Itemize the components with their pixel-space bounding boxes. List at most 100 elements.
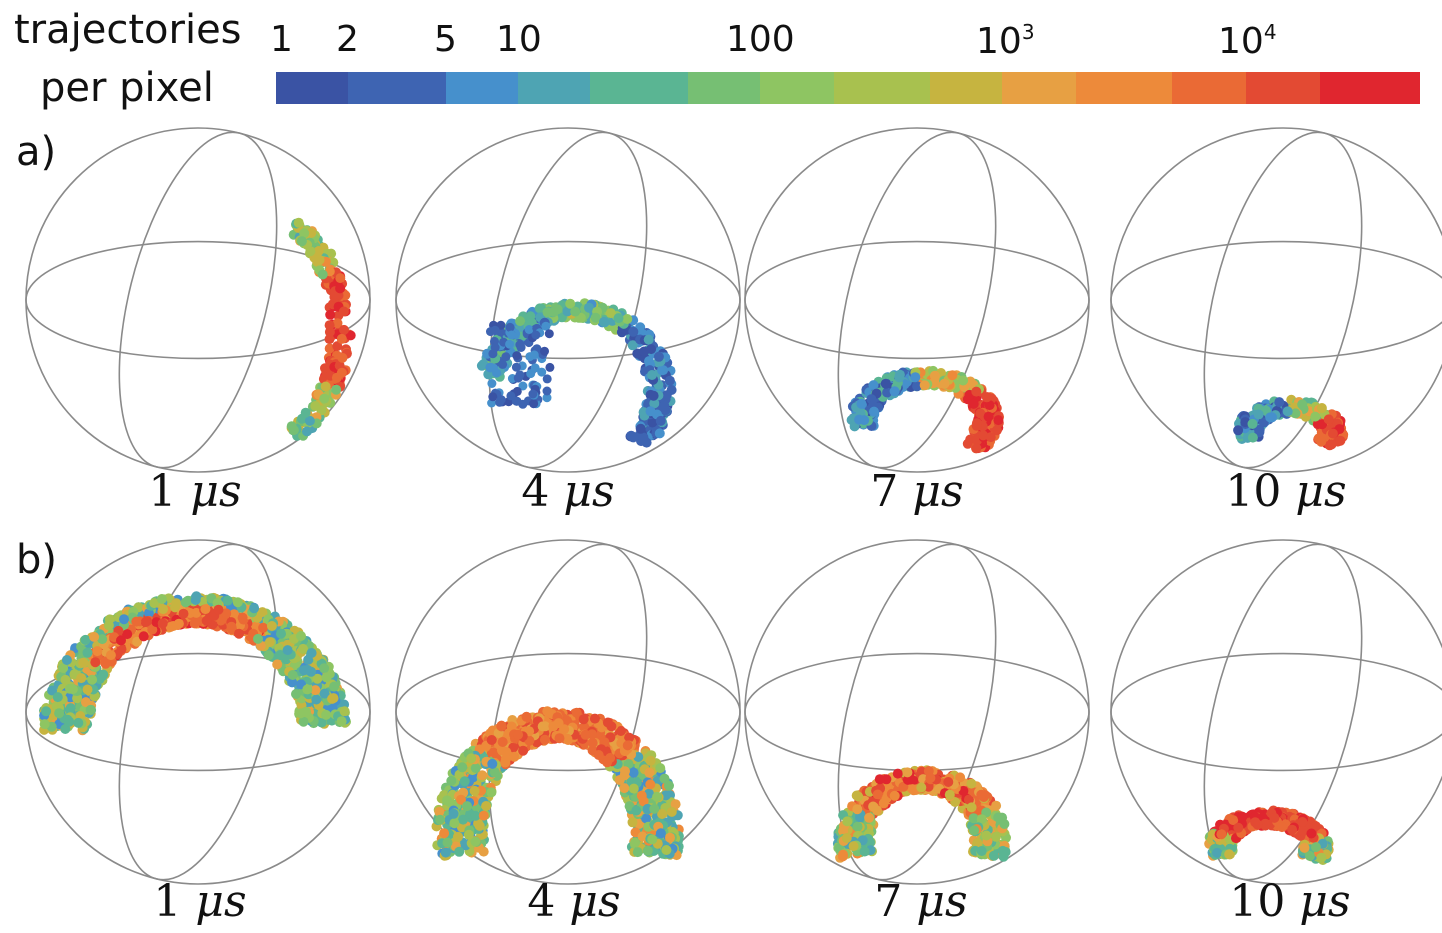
trajectory-point <box>554 733 565 744</box>
trajectory-point <box>649 398 660 409</box>
trajectory-point <box>599 316 609 327</box>
trajectory-point <box>531 330 541 340</box>
sphere-equator <box>744 652 1090 772</box>
trajectory-point <box>131 616 142 627</box>
trajectory-point <box>545 362 555 372</box>
trajectory-cloud <box>286 217 356 441</box>
trajectory-point <box>266 621 277 631</box>
sphere-meridian <box>837 543 997 881</box>
trajectory-point <box>171 598 182 609</box>
trajectory-point <box>486 787 497 798</box>
trajectory-point <box>644 767 655 778</box>
trajectory-cloud <box>486 320 555 409</box>
trajectory-point <box>512 386 522 396</box>
trajectory-point <box>999 819 1010 829</box>
trajectory-point <box>1310 411 1321 422</box>
trajectory-point <box>306 228 317 238</box>
trajectory-point <box>335 283 346 294</box>
trajectory-point <box>1247 432 1258 443</box>
trajectory-point <box>82 647 93 658</box>
trajectory-point <box>178 608 189 619</box>
trajectory-point <box>446 775 457 786</box>
trajectory-point <box>345 330 356 341</box>
trajectory-point <box>842 816 853 827</box>
trajectory-point <box>140 617 151 628</box>
trajectory-point <box>976 789 987 800</box>
trajectory-point <box>841 833 852 843</box>
colorbar-segment <box>930 72 1002 104</box>
colorbar-tick-5: 5 <box>434 19 457 60</box>
trajectory-point <box>487 379 497 388</box>
trajectory-point <box>880 378 891 389</box>
trajectory-point <box>916 782 927 793</box>
colorbar-segment <box>1172 72 1246 104</box>
trajectory-point <box>92 646 103 657</box>
trajectory-point <box>253 633 263 644</box>
sphere-meridian <box>837 131 997 469</box>
trajectory-point <box>39 719 50 730</box>
trajectory-point <box>613 313 624 324</box>
trajectory-point <box>627 340 638 351</box>
trajectory-point <box>339 706 350 717</box>
trajectory-point <box>590 312 601 323</box>
trajectory-point <box>859 846 870 857</box>
time-label-a-7: 7 μs <box>870 466 964 517</box>
sphere-outline <box>1110 539 1442 885</box>
trajectory-point <box>1327 428 1338 439</box>
trajectory-cloud <box>476 298 677 448</box>
trajectory-point <box>264 637 275 648</box>
sphere-meridian <box>118 543 278 881</box>
trajectory-point <box>138 631 149 642</box>
trajectory-point <box>497 737 508 747</box>
sphere-outline <box>1110 127 1442 473</box>
bloch-sphere <box>25 539 371 885</box>
trajectory-point <box>435 814 445 825</box>
trajectory-point <box>628 432 639 443</box>
trajectory-point <box>105 650 116 661</box>
trajectory-point <box>632 847 643 858</box>
time-label-b-1: 1 μs <box>153 876 247 927</box>
trajectory-point <box>878 798 889 809</box>
trajectory-point <box>61 655 72 665</box>
trajectory-point <box>1299 842 1310 853</box>
trajectory-point <box>542 393 552 403</box>
trajectory-point <box>276 628 286 639</box>
trajectory-point <box>449 818 460 829</box>
trajectory-point <box>488 392 498 402</box>
trajectory-point <box>1247 418 1258 429</box>
trajectory-point <box>636 790 647 801</box>
trajectory-point <box>320 381 331 392</box>
trajectory-point <box>286 421 297 432</box>
trajectory-point <box>487 758 498 769</box>
trajectory-point <box>852 804 863 815</box>
trajectory-point <box>971 443 982 454</box>
trajectory-point <box>889 790 900 801</box>
trajectory-point <box>490 325 500 335</box>
trajectory-point <box>524 325 534 334</box>
time-label-b-10: 10 μs <box>1229 876 1351 927</box>
trajectory-point <box>1269 812 1280 823</box>
trajectory-point <box>1254 424 1265 435</box>
trajectory-point <box>98 669 109 680</box>
trajectory-point <box>578 714 589 725</box>
trajectory-point <box>324 320 335 331</box>
trajectory-point <box>507 330 516 340</box>
colorbar-segment <box>688 72 760 104</box>
trajectory-point <box>291 689 301 699</box>
trajectory-point <box>78 657 89 668</box>
trajectory-point <box>87 674 98 685</box>
trajectory-point <box>971 386 982 397</box>
trajectory-point <box>302 684 313 695</box>
trajectory-point <box>518 745 529 756</box>
sphere-equator <box>1110 240 1442 360</box>
trajectory-point <box>1233 822 1244 833</box>
trajectory-point <box>868 380 879 391</box>
trajectory-point <box>72 693 83 704</box>
bloch-sphere <box>395 539 741 885</box>
trajectory-point <box>1274 397 1285 408</box>
trajectory-point <box>296 236 307 247</box>
sphere-meridian <box>1203 543 1363 881</box>
trajectory-point <box>628 326 639 337</box>
trajectory-point <box>454 846 465 857</box>
trajectory-point <box>313 246 324 256</box>
